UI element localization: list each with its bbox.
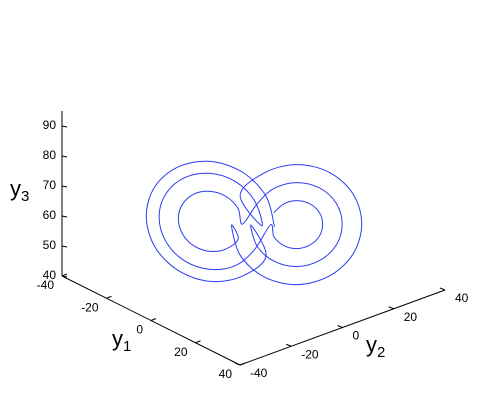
x-tick bbox=[239, 362, 246, 366]
x-tick-label: -20 bbox=[81, 300, 99, 314]
z-tick-label: 90 bbox=[43, 118, 57, 132]
y-tick-label: -20 bbox=[301, 347, 319, 361]
z-tick-label: 60 bbox=[43, 208, 57, 222]
z-axis-label: y3 bbox=[10, 176, 29, 205]
y-tick bbox=[234, 362, 241, 366]
z-tick bbox=[61, 275, 68, 278]
y-tick-label: -40 bbox=[250, 366, 268, 380]
x-tick bbox=[150, 318, 157, 321]
z-tick-label: 70 bbox=[43, 178, 57, 192]
x-axis-label: y1 bbox=[112, 326, 131, 355]
x-tick-label: -40 bbox=[37, 278, 55, 292]
y-tick-label: 20 bbox=[404, 310, 418, 324]
z-tick bbox=[61, 185, 68, 188]
z-tick bbox=[61, 215, 68, 218]
z-tick bbox=[61, 155, 68, 158]
z-tick bbox=[61, 245, 68, 248]
z-tick-label: 50 bbox=[43, 238, 57, 252]
y-axis-label: y2 bbox=[366, 332, 385, 361]
x-tick-label: 20 bbox=[174, 345, 188, 359]
z-tick-label: 80 bbox=[43, 148, 57, 162]
y-tick-label: 0 bbox=[353, 329, 360, 343]
z-tick bbox=[61, 125, 68, 128]
y-tick bbox=[439, 287, 446, 291]
x-tick bbox=[106, 295, 112, 299]
trajectory bbox=[145, 160, 363, 286]
x-tick bbox=[195, 340, 201, 344]
z-tick-label: 40 bbox=[43, 268, 57, 282]
x-tick-label: 40 bbox=[219, 367, 233, 381]
y-tick bbox=[388, 306, 394, 310]
y-tick bbox=[337, 325, 343, 328]
x-tick-label: 0 bbox=[136, 323, 143, 337]
y-tick-label: 40 bbox=[455, 291, 469, 305]
y-tick bbox=[286, 343, 292, 347]
